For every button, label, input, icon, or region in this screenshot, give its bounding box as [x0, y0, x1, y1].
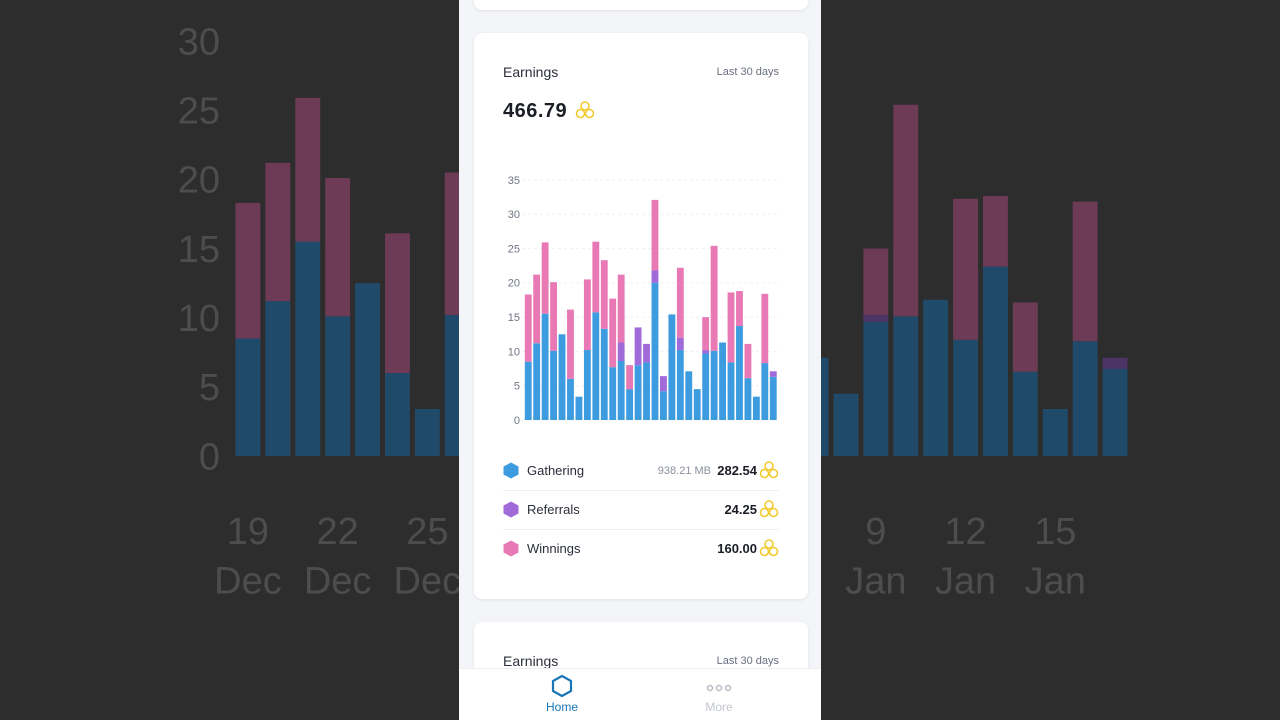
bar-segment-gathering	[702, 353, 710, 420]
bar-segment-winnings	[744, 343, 752, 379]
bar-segment-referrals	[651, 270, 659, 283]
bar-segment-gathering	[643, 362, 650, 420]
bar-segment-gathering	[761, 363, 769, 420]
bar-segment-gathering	[626, 389, 634, 420]
referrals-hexagon-icon	[503, 501, 519, 518]
previous-card	[474, 0, 808, 10]
bar-segment-gathering	[600, 328, 608, 420]
bar-segment-winnings	[702, 317, 710, 351]
bar-segment-gathering	[617, 361, 625, 420]
winnings-hexagon-icon	[503, 540, 519, 557]
legend-label-winnings: Winnings	[527, 541, 581, 556]
nav-more[interactable]: More	[659, 669, 779, 720]
bar-segment-gathering	[736, 326, 743, 420]
y-tick-label: 15	[508, 312, 520, 324]
referrals-value: 24.25	[724, 502, 757, 517]
date-range-selector[interactable]: Last 30 days	[716, 66, 779, 78]
bar-segment-gathering	[719, 342, 726, 420]
bar-segment-referrals	[643, 343, 650, 363]
bar-segment-gathering	[541, 313, 549, 420]
gathering-data-amount: 938.21 MB	[657, 465, 711, 477]
bar-segment-gathering	[583, 350, 591, 420]
bar-segment-winnings	[600, 260, 608, 329]
bar-segment-gathering	[558, 334, 566, 420]
bar-segment-referrals	[702, 350, 710, 354]
gathering-value: 282.54	[717, 463, 757, 478]
bar-segment-gathering	[592, 312, 600, 420]
winnings-value: 160.00	[717, 541, 757, 556]
y-tick-label: 35	[508, 175, 520, 187]
bar-segment-gathering	[550, 350, 557, 420]
bar-segment-gathering	[685, 371, 693, 420]
bar-segment-referrals	[676, 337, 684, 351]
legend-row-referrals[interactable]: Referrals 24.25	[503, 491, 779, 530]
y-tick-label: 10	[508, 346, 520, 358]
bar-segment-winnings	[541, 242, 549, 314]
bar-segment-gathering	[752, 396, 760, 420]
coin-cluster-icon	[759, 539, 779, 557]
y-tick-label: 20	[508, 278, 520, 290]
bar-segment-gathering	[524, 361, 532, 420]
bar-segment-winnings	[533, 274, 541, 344]
bar-segment-winnings	[626, 365, 634, 390]
bar-segment-gathering	[676, 350, 684, 420]
bar-segment-gathering	[567, 378, 574, 420]
bar-segment-referrals	[660, 376, 667, 392]
bar-segment-winnings	[617, 274, 625, 343]
second-date-range-selector[interactable]: Last 30 days	[716, 655, 779, 667]
bar-segment-winnings	[567, 309, 574, 379]
nav-home-label: Home	[545, 700, 578, 714]
earnings-total: 466.79	[503, 100, 595, 123]
bar-segment-gathering	[727, 362, 735, 420]
nav-home[interactable]: Home	[502, 669, 622, 720]
y-tick-label: 5	[514, 381, 520, 393]
bottom-navigation: Home More	[459, 668, 821, 720]
earnings-total-value: 466.79	[503, 100, 568, 122]
legend-label-referrals: Referrals	[527, 502, 580, 517]
bar-segment-winnings	[583, 279, 591, 351]
bar-segment-winnings	[736, 291, 743, 327]
bar-segment-gathering	[710, 350, 718, 420]
earnings-stacked-bar-chart: 0510152025303519Dec22Dec25Dec28Dec31Dec3…	[508, 175, 778, 427]
second-earnings-title: Earnings	[503, 653, 559, 669]
bar-segment-gathering	[609, 367, 617, 420]
legend-row-winnings[interactable]: Winnings 160.00	[503, 530, 779, 568]
bar-segment-referrals	[634, 327, 642, 366]
three-dots-icon	[706, 684, 732, 692]
bar-segment-winnings	[550, 282, 557, 351]
legend-label-gathering: Gathering	[527, 463, 585, 478]
bar-segment-gathering	[769, 376, 777, 420]
gathering-hexagon-icon	[503, 462, 519, 479]
bar-segment-winnings	[592, 241, 600, 313]
bar-segment-winnings	[609, 298, 617, 368]
y-tick-label: 30	[508, 209, 520, 221]
bar-segment-gathering	[668, 314, 676, 420]
bar-segment-gathering	[744, 378, 752, 420]
bar-segment-gathering	[575, 396, 583, 420]
bar-segment-referrals	[769, 371, 777, 377]
bar-segment-winnings	[727, 292, 735, 363]
bar-segment-gathering	[660, 391, 667, 420]
coin-cluster-icon	[575, 101, 595, 119]
coin-cluster-icon	[759, 461, 779, 479]
bar-segment-gathering	[693, 389, 701, 420]
bar-segment-referrals	[617, 342, 625, 362]
legend-row-gathering[interactable]: Gathering 938.21 MB 282.54	[503, 452, 779, 491]
bar-segment-gathering	[651, 282, 659, 420]
coin-cluster-icon	[759, 500, 779, 518]
earnings-title: Earnings	[503, 64, 559, 80]
bar-segment-gathering	[533, 343, 541, 420]
y-tick-label: 0	[514, 415, 520, 427]
hexagon-outline-icon	[551, 674, 573, 698]
bar-segment-gathering	[634, 365, 642, 420]
bar-segment-winnings	[761, 293, 769, 364]
bar-segment-winnings	[676, 267, 684, 338]
nav-more-label: More	[705, 700, 733, 714]
bar-segment-winnings	[710, 245, 718, 351]
y-tick-label: 25	[508, 243, 520, 255]
bar-segment-winnings	[651, 199, 659, 271]
phone-screen: Earnings Last 30 days 466.79 0 5 10 15 20 25 3…	[459, 0, 821, 720]
earnings-card: Earnings Last 30 days 466.79 0 5 10 15 20 25 3…	[474, 33, 808, 599]
bar-segment-winnings	[524, 294, 532, 362]
